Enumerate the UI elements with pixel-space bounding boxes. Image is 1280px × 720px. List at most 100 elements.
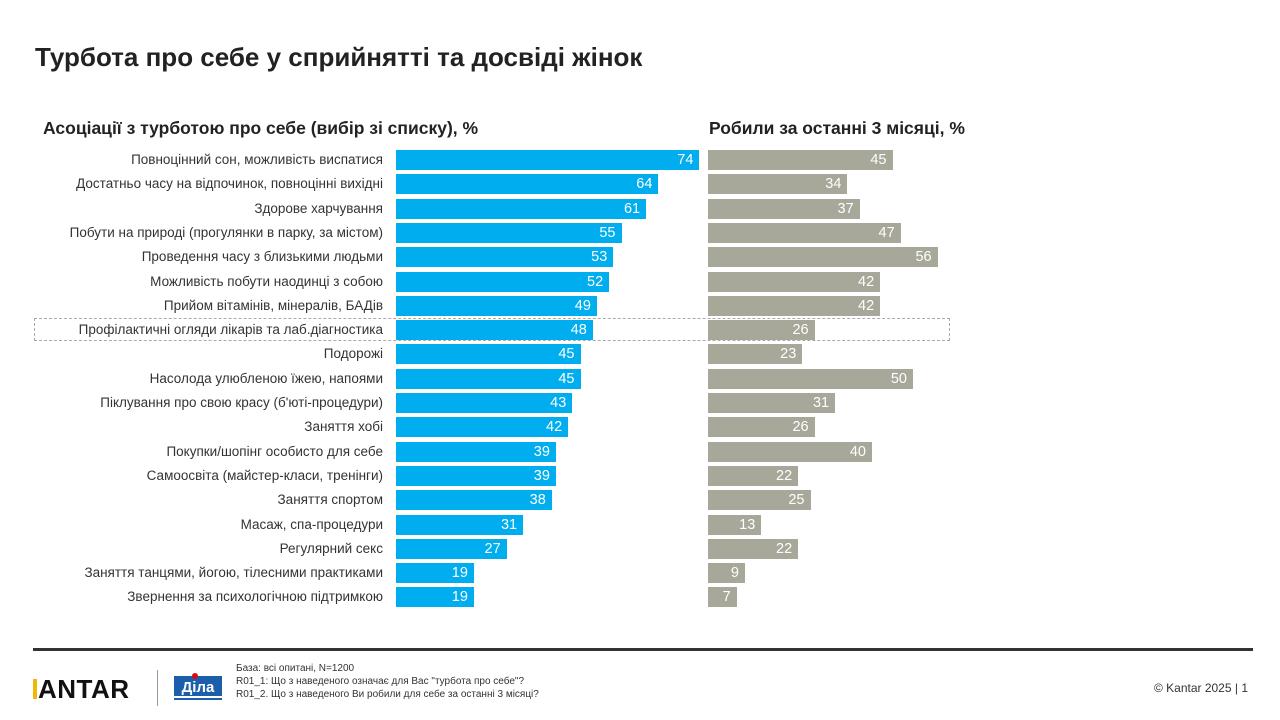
data-label: 49: [574, 297, 591, 314]
data-label: 45: [558, 346, 575, 363]
data-label: 39: [533, 467, 550, 484]
data-label: 52: [587, 273, 604, 290]
bar-association: 39: [396, 465, 556, 486]
data-label: 25: [788, 492, 805, 509]
dila-logo: Діла: [174, 673, 222, 700]
data-label: 7: [722, 589, 731, 606]
bar-association: 61: [396, 198, 647, 219]
note-base: База: всі опитані, N=1200: [236, 663, 355, 674]
bar-association: 19: [396, 587, 474, 608]
bar-association: 49: [396, 295, 597, 316]
bar-done-3-months: 45: [708, 150, 893, 170]
data-label: 22: [776, 467, 793, 484]
bar-association: 64: [396, 174, 659, 195]
data-label: 31: [500, 516, 518, 533]
data-label: 64: [636, 176, 653, 193]
right-chart-title: Робили за останні 3 місяці, %: [709, 118, 965, 138]
bar-done-3-months: 9: [708, 563, 745, 584]
data-label: 45: [870, 152, 887, 168]
data-label: 19: [451, 565, 468, 582]
category-label: Можливість побути наодинці з собою: [150, 273, 383, 289]
category-label: Насолода улюбленою їжею, напоями: [149, 370, 383, 386]
bar-association: 48: [396, 320, 593, 341]
data-label: 13: [739, 516, 756, 533]
bar-done-3-months: 40: [708, 441, 872, 462]
category-label: Проведення часу з близькими людьми: [141, 249, 383, 265]
bar-done-3-months: 47: [708, 222, 901, 243]
logo-separator: [157, 670, 158, 706]
category-label: Побути на природі (прогулянки в парку, з…: [69, 224, 383, 240]
bar-done-3-months: 56: [708, 247, 938, 268]
bar-association: 42: [396, 417, 569, 438]
footer-notes: База: всі опитані, N=1200 R01_1: Що з на…: [236, 662, 539, 701]
data-label: 55: [599, 224, 616, 241]
data-label: 9: [730, 565, 739, 582]
data-label: 26: [792, 322, 809, 339]
category-label: Достатньо часу на відпочинок, повноцінні…: [76, 176, 383, 192]
bar-done-3-months: 26: [708, 417, 815, 438]
data-label: 74: [677, 152, 694, 168]
category-label: Масаж, спа-процедури: [240, 516, 383, 532]
bar-association: 45: [396, 344, 581, 365]
data-label: 42: [858, 273, 875, 290]
data-label: 37: [837, 200, 854, 217]
data-label: 39: [533, 443, 550, 460]
data-label: 45: [558, 370, 575, 387]
data-label: 53: [591, 249, 608, 266]
bar-association: 52: [396, 271, 610, 292]
data-label: 31: [812, 395, 830, 411]
bar-association: 53: [396, 247, 614, 268]
note-q1: R01_1: Що з наведеного означає для Вас "…: [236, 676, 525, 687]
bar-done-3-months: 37: [708, 198, 860, 219]
bar-association: 27: [396, 538, 507, 559]
category-label: Покупки/шопінг особисто для себе: [166, 443, 383, 459]
bar-done-3-months: 31: [708, 393, 836, 413]
data-label: 42: [546, 419, 563, 436]
bar-done-3-months: 23: [708, 344, 803, 365]
data-label: 38: [529, 492, 546, 509]
category-label: Здорове харчування: [254, 200, 383, 216]
bar-done-3-months: 26: [708, 320, 815, 341]
category-label: Заняття танцями, йогою, тілесними практи…: [84, 565, 383, 581]
bar-done-3-months: 22: [708, 538, 799, 559]
data-label: 50: [890, 370, 907, 387]
bar-done-3-months: 42: [708, 295, 881, 316]
category-label: Повноцінний сон, можливість виспатися: [131, 152, 383, 167]
bar-association: 45: [396, 368, 581, 389]
category-label: Піклування про свою красу (б'юті-процеду…: [100, 395, 383, 410]
data-label: 26: [792, 419, 809, 436]
data-label: 40: [849, 443, 866, 460]
bar-association: 31: [396, 514, 524, 535]
data-label: 42: [858, 297, 875, 314]
data-label: 27: [484, 540, 501, 557]
bar-done-3-months: 34: [708, 174, 848, 195]
category-label: Самоосвіта (майстер-класи, тренінги): [146, 467, 383, 483]
bar-association: 74: [396, 150, 700, 170]
category-label: Прийом вітамінів, мінералів, БАДів: [163, 297, 383, 313]
data-label: 43: [550, 395, 567, 411]
category-label: Заняття хобі: [304, 419, 383, 435]
category-label: Заняття спортом: [277, 492, 383, 508]
copyright: © Kantar 2025 | 1: [1153, 681, 1248, 695]
bar-done-3-months: 13: [708, 514, 762, 535]
data-label: 19: [451, 589, 468, 606]
data-label: 23: [780, 346, 797, 363]
data-label: 61: [623, 200, 641, 217]
bar-done-3-months: 50: [708, 368, 913, 389]
footer-divider: [33, 648, 1253, 651]
bar-done-3-months: 25: [708, 490, 811, 511]
left-chart-title: Асоціації з турботою про себе (вибір зі …: [43, 118, 479, 138]
note-q2: R01_2. Що з наведеного Ви робили для себ…: [236, 689, 539, 700]
data-label: 34: [825, 176, 842, 193]
data-label: 48: [570, 322, 587, 339]
bar-association: 19: [396, 563, 474, 584]
category-label: Подорожі: [323, 346, 383, 362]
bar-association: 55: [396, 222, 622, 243]
svg-text:Діла: Діла: [182, 679, 215, 696]
data-label: 47: [878, 224, 895, 241]
category-label: Регулярний секс: [279, 540, 383, 556]
kantar-logo: ANTAR: [33, 674, 130, 705]
bar-done-3-months: 42: [708, 271, 881, 292]
category-label: Профілактичні огляди лікарів та лаб.діаг…: [78, 322, 383, 338]
